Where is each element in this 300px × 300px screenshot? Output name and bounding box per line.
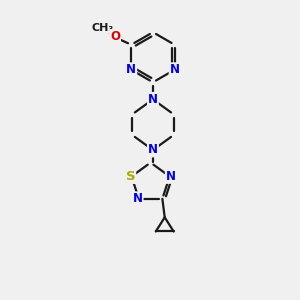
Text: N: N	[148, 93, 158, 106]
Text: S: S	[126, 170, 135, 183]
Text: N: N	[126, 63, 136, 76]
Text: N: N	[133, 192, 142, 205]
Text: O: O	[110, 30, 120, 43]
Text: N: N	[148, 143, 158, 157]
Text: N: N	[169, 63, 180, 76]
Text: N: N	[166, 170, 176, 183]
Text: CH₃: CH₃	[92, 23, 114, 33]
